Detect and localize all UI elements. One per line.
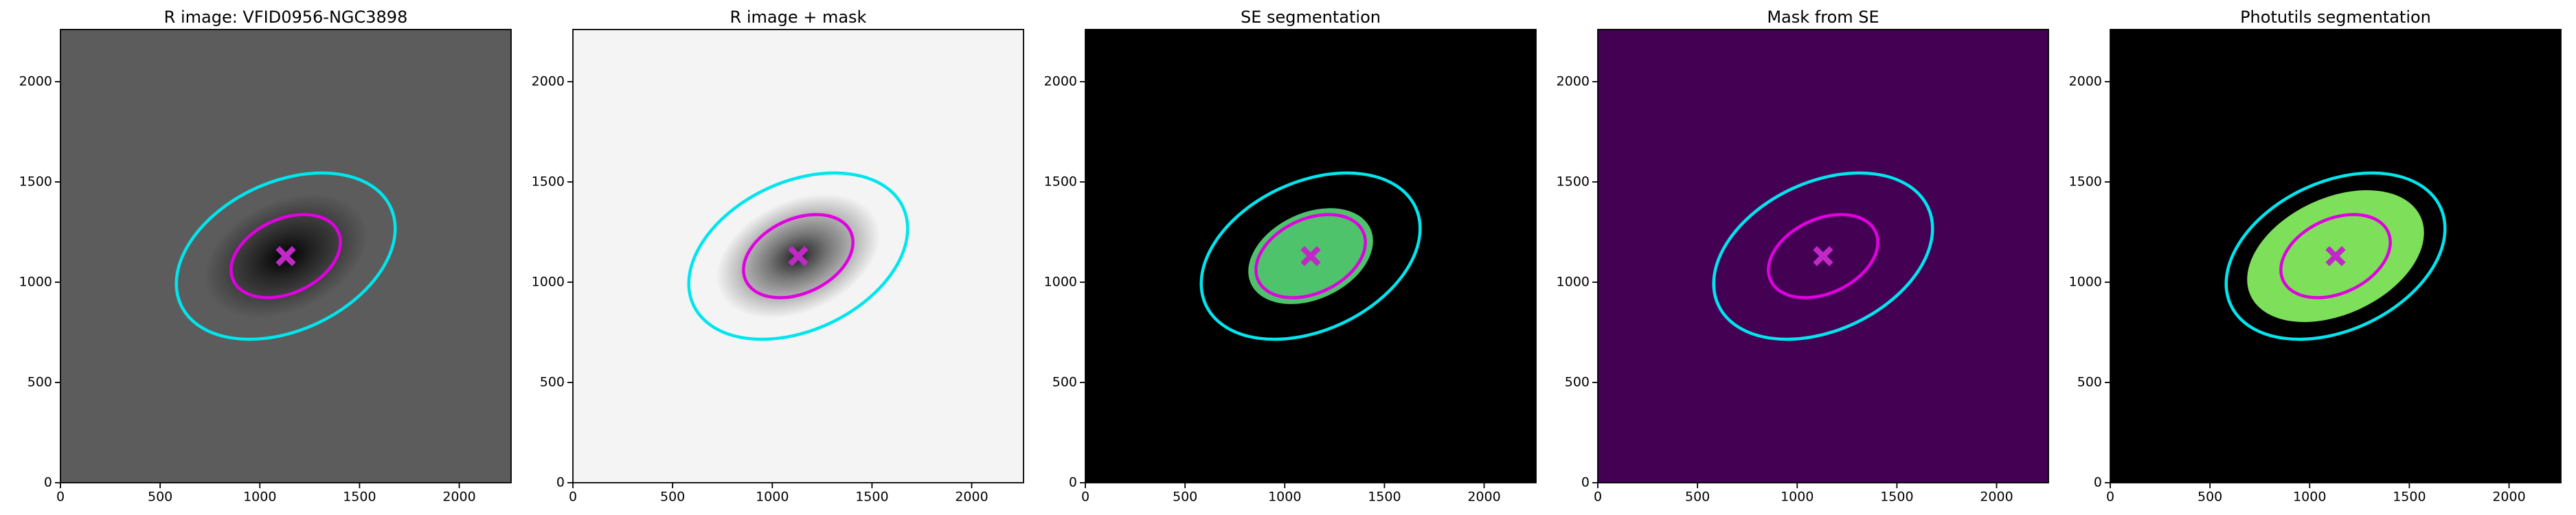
y-tick-label: 500 — [2077, 374, 2102, 389]
axes-frame — [572, 29, 1024, 483]
panel-title: Photutils segmentation — [2240, 8, 2431, 27]
aperture-ellipse — [1254, 213, 1367, 299]
panel — [60, 30, 511, 483]
axes-frame — [2110, 29, 2562, 483]
x-tick-label: 1000 — [1781, 490, 1814, 505]
panel-title: R image + mask — [730, 8, 867, 27]
panel — [573, 30, 1024, 483]
y-tick-label: 2000 — [1044, 73, 1077, 89]
panel-title: SE segmentation — [1241, 8, 1381, 27]
y-tick-label: 1000 — [19, 274, 52, 289]
y-tick-label: 500 — [1052, 374, 1077, 389]
panel — [1085, 30, 1536, 483]
x-tick-label: 1000 — [1268, 490, 1301, 505]
panel — [1598, 30, 2048, 483]
center-marker — [2325, 246, 2346, 266]
y-tick-label: 2000 — [2069, 73, 2102, 89]
x-tick-label: 1000 — [243, 490, 276, 505]
panel — [2110, 30, 2561, 483]
x-tick-label: 500 — [660, 490, 685, 505]
x-tick-label: 2000 — [2492, 490, 2525, 505]
x-tick-label: 0 — [2106, 490, 2114, 505]
center-marker — [1300, 246, 1321, 266]
x-tick-label: 1500 — [855, 490, 888, 505]
y-tick-label: 2000 — [1557, 73, 1590, 89]
aperture-ellipse — [2224, 171, 2447, 341]
y-tick-label: 2000 — [532, 73, 565, 89]
center-marker — [1813, 246, 1833, 266]
x-tick-label: 1000 — [756, 490, 789, 505]
x-tick-label: 0 — [56, 490, 65, 505]
y-tick-label: 500 — [27, 374, 52, 389]
aperture-ellipse — [1712, 171, 1934, 341]
y-tick-label: 1000 — [2069, 274, 2102, 289]
y-tick-label: 500 — [1565, 374, 1590, 389]
x-tick-label: 0 — [569, 490, 577, 505]
aperture-ellipse — [174, 171, 397, 341]
y-tick-label: 1500 — [2069, 174, 2102, 189]
axes-frame — [1085, 29, 1537, 483]
x-tick-label: 1500 — [343, 490, 376, 505]
y-tick-label: 0 — [1069, 475, 1077, 490]
x-tick-label: 0 — [1594, 490, 1602, 505]
y-tick-label: 0 — [2094, 475, 2102, 490]
x-tick-label: 500 — [1173, 490, 1197, 505]
aperture-ellipse — [687, 171, 909, 341]
x-tick-label: 2000 — [955, 490, 988, 505]
y-tick-label: 0 — [44, 475, 52, 490]
center-marker — [275, 246, 296, 266]
center-marker — [788, 246, 809, 266]
y-tick-label: 1500 — [532, 174, 565, 189]
aperture-ellipse — [2279, 213, 2392, 299]
x-tick-label: 1000 — [2293, 490, 2326, 505]
y-tick-label: 1000 — [532, 274, 565, 289]
y-tick-label: 1500 — [1044, 174, 1077, 189]
y-tick-label: 1000 — [1044, 274, 1077, 289]
x-tick-label: 1500 — [2393, 490, 2426, 505]
aperture-ellipse — [1199, 171, 1422, 341]
y-tick-label: 1500 — [19, 174, 52, 189]
y-tick-label: 2000 — [19, 73, 52, 89]
x-tick-label: 0 — [1081, 490, 1089, 505]
x-tick-label: 2000 — [442, 490, 475, 505]
y-tick-label: 0 — [1581, 475, 1590, 490]
x-tick-label: 500 — [2197, 490, 2222, 505]
aperture-ellipse — [1767, 213, 1879, 299]
y-tick-label: 1500 — [1557, 174, 1590, 189]
aperture-ellipse — [229, 213, 342, 299]
axes-frame — [60, 29, 512, 483]
aperture-ellipse — [742, 213, 855, 299]
axes-frame — [1597, 29, 2049, 483]
x-tick-label: 500 — [148, 490, 172, 505]
y-tick-label: 500 — [540, 374, 565, 389]
panel-title: Mask from SE — [1767, 8, 1879, 27]
x-tick-label: 1500 — [1880, 490, 1913, 505]
x-tick-label: 2000 — [1467, 490, 1500, 505]
y-tick-label: 1000 — [1557, 274, 1590, 289]
x-tick-label: 500 — [1685, 490, 1710, 505]
x-tick-label: 1500 — [1368, 490, 1401, 505]
x-tick-label: 2000 — [1980, 490, 2013, 505]
y-tick-label: 0 — [556, 475, 565, 490]
panel-title: R image: VFID0956-NGC3898 — [164, 8, 408, 27]
